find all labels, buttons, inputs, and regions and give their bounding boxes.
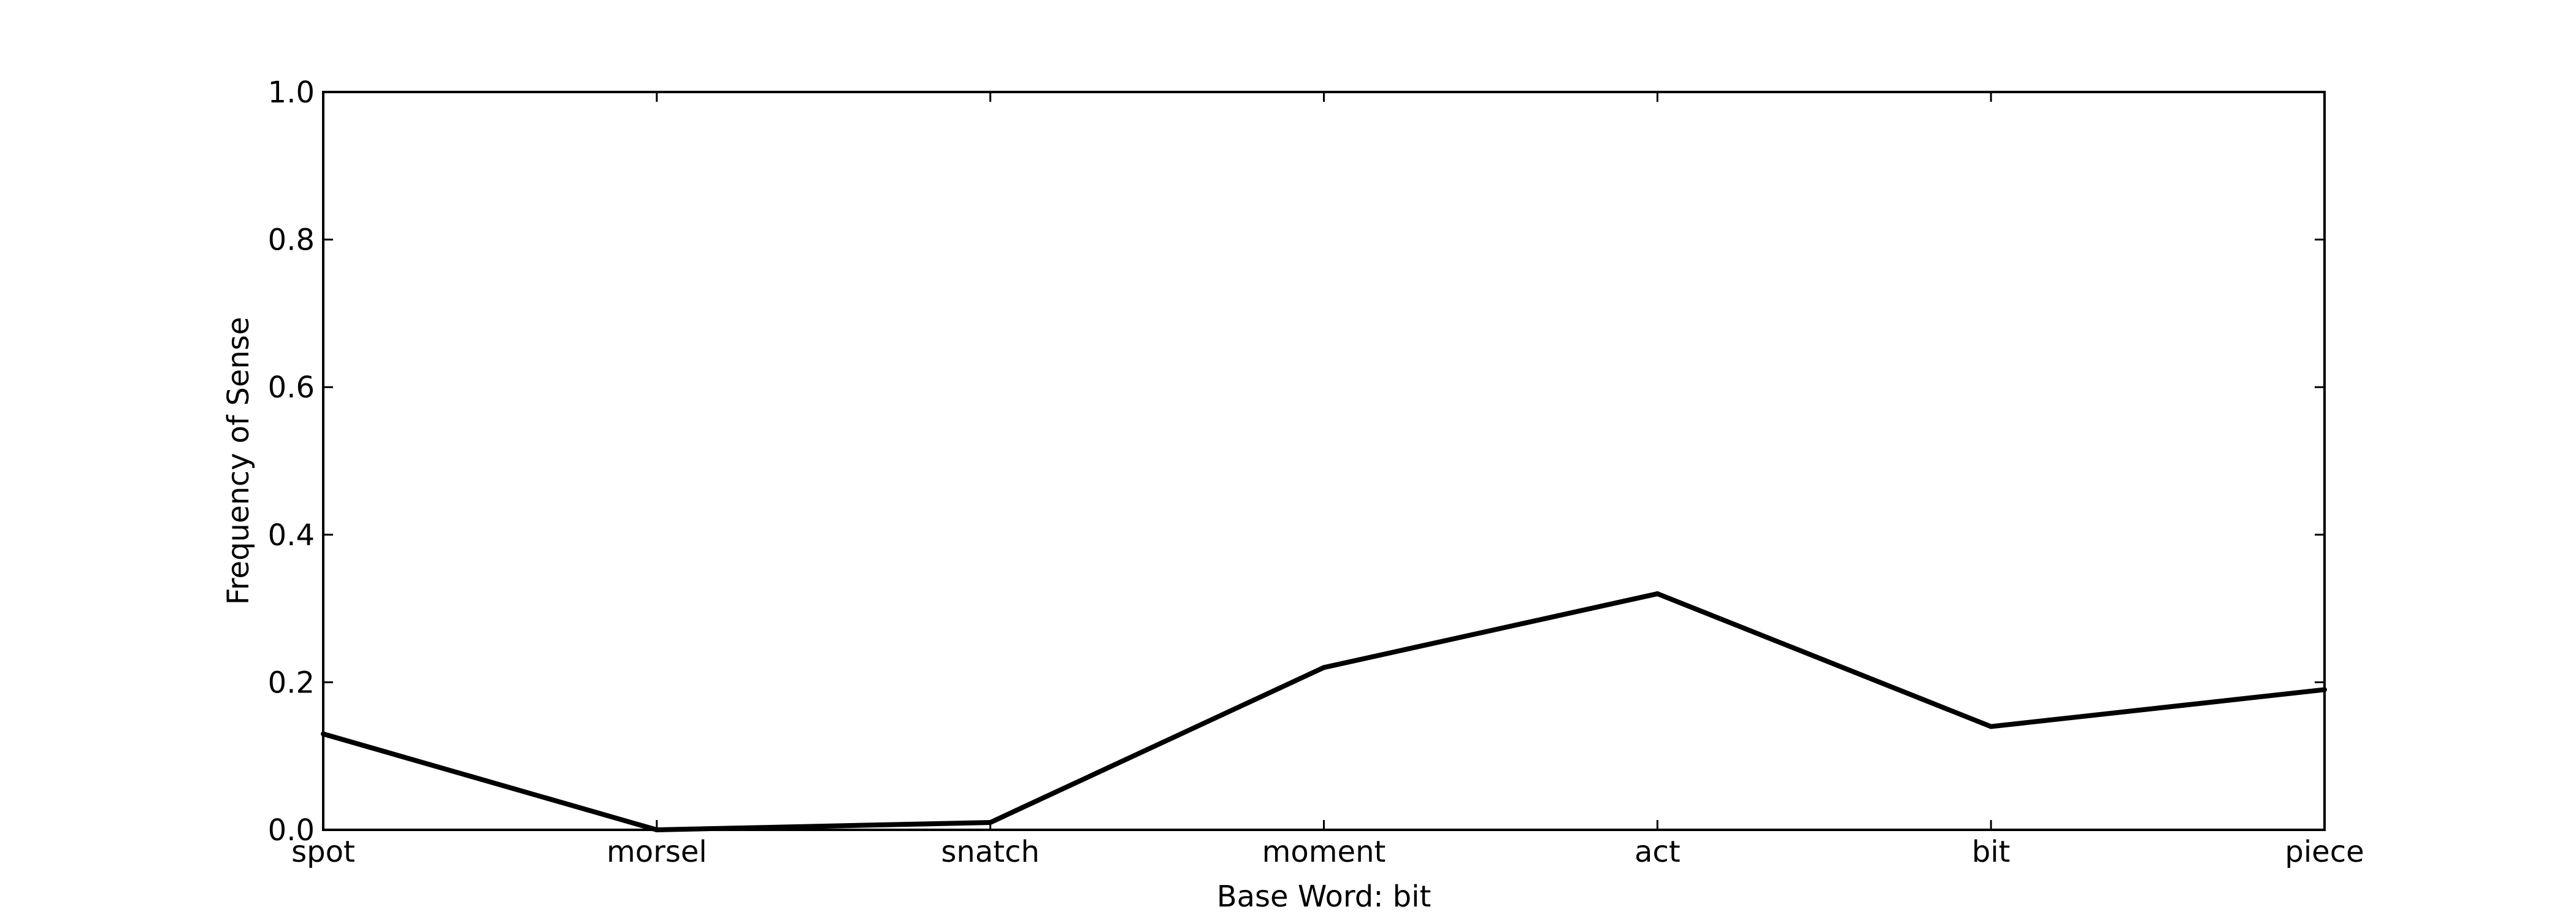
y-axis-ticks: 0.0 0.2 0.4 0.6 0.8 1.0	[268, 75, 2325, 848]
x-tick-label: snatch	[941, 835, 1039, 869]
data-point	[321, 731, 326, 737]
plot-area: 0.0 0.2 0.4 0.6 0.8 1.0 spot morsel snatch momen…	[268, 75, 2364, 869]
y-axis-label: Frequency of Sense	[221, 317, 256, 605]
y-tick-label: 0.4	[268, 518, 315, 553]
x-tick-label: act	[1635, 835, 1681, 869]
y-tick-label: 0.2	[268, 665, 315, 700]
x-tick-label: morsel	[607, 835, 707, 869]
x-tick-label: spot	[291, 835, 355, 869]
series-layer	[321, 591, 2327, 833]
y-tick-label: 1.0	[268, 75, 315, 110]
y-tick-label: 0.0	[268, 813, 315, 848]
x-axis-ticks: spot morsel snatch moment act bit piece	[291, 92, 2364, 869]
series-line	[322, 591, 2325, 833]
data-point	[1321, 665, 1327, 670]
data-point	[1988, 724, 1994, 729]
x-tick-label: moment	[1262, 835, 1386, 869]
y-tick-label: 0.6	[268, 370, 315, 405]
y-tick-label: 0.8	[268, 223, 315, 258]
plot-frame	[322, 91, 2326, 831]
data-point	[2322, 687, 2327, 692]
x-tick-label: piece	[2285, 835, 2364, 869]
data-point	[654, 827, 659, 832]
x-tick-label: bit	[1972, 835, 2011, 869]
data-point	[987, 819, 993, 825]
x-axis-label: Base Word: bit	[1217, 880, 1432, 914]
data-point	[1655, 591, 1660, 597]
